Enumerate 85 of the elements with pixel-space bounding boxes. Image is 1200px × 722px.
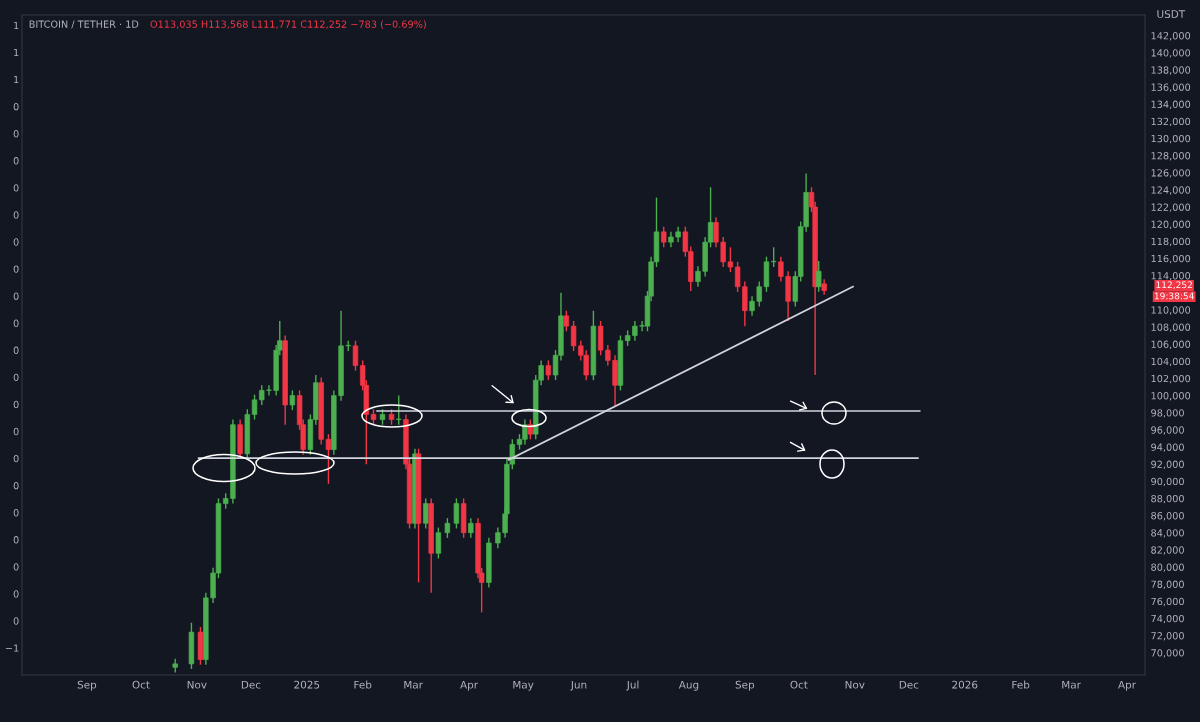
x-tick-label: Mar	[404, 680, 423, 689]
y2-tick-label: 0	[13, 590, 19, 598]
x-tick-label: May	[513, 680, 534, 691]
y-tick-label: 124,000	[1151, 186, 1191, 195]
y-tick-label: 110,000	[1151, 306, 1191, 315]
y2-tick-label: 0	[13, 563, 19, 571]
x-tick-label: Mar	[1062, 680, 1081, 689]
y2-tick-label: 0	[13, 211, 19, 219]
x-tick-label: Jun	[570, 680, 587, 691]
y-tick-label: 78,000	[1151, 580, 1184, 589]
y-tick-label: 74,000	[1151, 614, 1184, 624]
text: 19:38:54	[1154, 292, 1194, 300]
y2-tick-label: 0	[13, 509, 19, 517]
y2-tick-label: 0	[13, 102, 19, 111]
y-axis-title: USDT	[1157, 10, 1186, 19]
x-tick-label: Apr	[460, 680, 479, 691]
y-tick-label: 96,000	[1151, 426, 1184, 435]
y2-tick-label: 0	[13, 427, 19, 436]
y-tick-label: 104,000	[1151, 357, 1191, 367]
y-tick-label: 102,000	[1151, 374, 1191, 384]
y2-tick-label: 0	[13, 130, 19, 138]
x-tick-label: Feb	[354, 680, 372, 689]
x-tick-label: Oct	[790, 680, 808, 689]
y2-tick-label: 0	[13, 319, 19, 327]
y2-tick-label: 1	[14, 21, 19, 29]
y2-tick-label: 0	[13, 346, 19, 354]
y-tick-label: 70,000	[1151, 649, 1184, 658]
y-tick-label: 138,000	[1151, 66, 1191, 75]
y-tick-label: 132,000	[1151, 117, 1191, 127]
y-tick-label: 100,000	[1151, 392, 1191, 401]
y-tick-label: 80,000	[1151, 563, 1184, 572]
y2-tick-label: 0	[13, 157, 19, 165]
y2-tick-label: 0	[13, 617, 19, 625]
y2-tick-label: 0	[13, 373, 19, 382]
y2-tick-label: 0	[13, 536, 19, 544]
chart-subtitle: O113,035 H113,568 L111,771 C112,252 −783 (−0.69%)	[150, 20, 426, 29]
y2-tick-label: 0	[13, 265, 19, 273]
y-tick-label: 118,000	[1151, 237, 1191, 247]
x-tick-label: Nov	[845, 680, 865, 689]
x-tick-label: 2025	[294, 680, 320, 689]
y2-tick-label: 0	[13, 454, 19, 463]
y2-tick-label: 0	[13, 292, 19, 300]
y-tick-label: 116,000	[1151, 254, 1191, 264]
y-tick-label: 114,000	[1151, 272, 1191, 281]
y-tick-label: 92,000	[1151, 460, 1184, 469]
x-tick-label: Aug	[678, 680, 699, 691]
x-tick-label: Dec	[241, 680, 261, 689]
y-tick-label: 106,000	[1151, 340, 1191, 349]
y-tick-label: 108,000	[1151, 323, 1191, 332]
x-tick-label: Sep	[735, 680, 755, 691]
y2-tick-label: 1	[14, 76, 19, 84]
y-tick-label: 88,000	[1151, 494, 1184, 504]
y-tick-label: 128,000	[1151, 152, 1191, 161]
x-tick-label: Jul	[626, 680, 639, 691]
x-tick-label: Dec	[899, 680, 919, 689]
y2-tick-label: 0	[13, 481, 19, 490]
y-tick-label: 86,000	[1151, 512, 1184, 521]
y-tick-label: 120,000	[1151, 220, 1191, 229]
x-tick-label: 2026	[952, 680, 978, 689]
y-tick-label: 84,000	[1151, 529, 1184, 538]
y-tick-label: 126,000	[1151, 169, 1191, 178]
y-tick-label: 140,000	[1151, 49, 1191, 58]
y-tick-label: 76,000	[1151, 597, 1184, 607]
y-tick-label: 134,000	[1151, 100, 1191, 109]
y2-tick-label: 0	[13, 400, 19, 409]
y2-tick-label: 0	[13, 238, 19, 246]
x-tick-label: Oct	[132, 680, 150, 689]
y-tick-label: 122,000	[1151, 203, 1191, 212]
x-tick-label: Feb	[1012, 680, 1030, 689]
y-tick-label: 98,000	[1151, 409, 1184, 418]
x-tick-label: Nov	[187, 680, 207, 689]
y-tick-label: 90,000	[1151, 477, 1184, 487]
y-tick-label: 136,000	[1151, 83, 1191, 92]
chart-title: BITCOIN / TETHER · 1D	[29, 20, 139, 29]
x-tick-label: Apr	[1118, 680, 1136, 691]
y2-tick-label: 1	[14, 48, 19, 57]
y-tick-label: 142,000	[1151, 32, 1191, 41]
y-tick-label: 94,000	[1151, 443, 1184, 452]
y2-tick-label: 0	[13, 184, 19, 192]
y-tick-label: 72,000	[1151, 632, 1184, 641]
y-tick-label: 82,000	[1151, 546, 1184, 555]
x-tick-label: Sep	[77, 680, 97, 691]
y-tick-label: 130,000	[1151, 134, 1191, 144]
text: 112,252	[1156, 281, 1192, 290]
y2-tick-label: −1	[5, 644, 19, 652]
